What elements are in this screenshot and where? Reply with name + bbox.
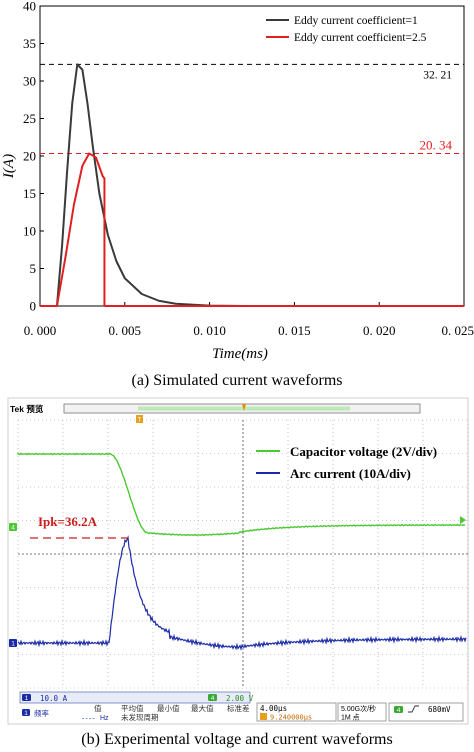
x-axis-label: Time(ms) <box>212 346 268 362</box>
caption-a: (a) Simulated current waveforms <box>131 372 343 389</box>
stat-header-min: 最小值 <box>157 703 180 713</box>
trigger-marker-label: T <box>138 418 142 424</box>
ch1-meas-badge-icon <box>22 709 30 716</box>
stat-note: 未发现周期 <box>121 712 159 722</box>
scope-header: Tek 预览 <box>10 404 44 414</box>
y-tick-label: 5 <box>30 261 37 276</box>
ch4-marker-icon <box>9 523 17 531</box>
y-tick-label: 15 <box>23 186 36 201</box>
timebase: 4.00μs <box>260 704 287 713</box>
stat-header-value: 值 <box>94 703 102 713</box>
series-line-1 <box>40 63 464 307</box>
legend-label-series1: Eddy current coefficient=1 <box>294 15 418 27</box>
reference-label: 32. 21 <box>423 69 452 81</box>
y-tick-label: 35 <box>23 36 36 51</box>
ch4-badge: 4 <box>211 695 215 702</box>
capacitor-voltage-trace <box>17 452 466 537</box>
timebase-box <box>256 702 337 722</box>
x-tick-label: 0. 015 <box>278 323 311 338</box>
status-bar: 1 10.0 A 4 2.00 V 1 频率 Hz 值 平均值 最小值 最大值 … <box>19 691 464 722</box>
ch1-badge-icon <box>22 694 31 701</box>
scope-legend: Capacitor voltage (2V/div) Arc current (… <box>256 444 437 481</box>
ch1-badge: 1 <box>25 695 29 702</box>
x-tick-label: 0. 025 <box>442 323 474 338</box>
legend-label-arc: Arc current (10A/div) <box>290 466 411 481</box>
y-tick-label: 0 <box>30 299 37 314</box>
stat-header-stddev: 标准差 <box>227 703 250 713</box>
x-tick-label: 0. 020 <box>363 323 396 338</box>
arc-current-trace <box>17 535 467 651</box>
ch4-marker-label: 4 <box>11 525 15 532</box>
x-tick-label: 0. 005 <box>109 323 142 338</box>
stat-header-mean: 平均值 <box>121 703 144 713</box>
trigger-position: 9.240000μs <box>270 714 312 722</box>
trigger-position-icon <box>242 404 246 411</box>
simulated-current-chart: 0 5 10 15 20 25 30 35 40 0. 000 0. 005 0. 010 0. 01… <box>1 0 474 362</box>
trigger-pos-icon <box>260 713 267 720</box>
y-tick-label: 30 <box>23 74 36 89</box>
trigger-source-icon <box>394 706 403 713</box>
reference-label: 20. 34 <box>420 137 453 152</box>
peak-annotation: Ipk=36.2A <box>38 514 98 529</box>
trigger-source: 4 <box>397 707 401 714</box>
legend-label-capacitor: Capacitor voltage (2V/div) <box>290 444 437 459</box>
y-axis-label: I(A) <box>1 154 17 179</box>
scope-area <box>7 397 469 725</box>
ch4-right-arrow-icon <box>460 516 466 524</box>
legend-label-series2: Eddy current coefficient=2.5 <box>294 32 427 44</box>
x-tick-label: 0. 000 <box>24 323 57 338</box>
frequency-label: 频率 <box>34 708 49 718</box>
frequency-unit: Hz <box>100 715 109 722</box>
ch1-marker-icon <box>9 639 17 647</box>
stat-header-max: 最大值 <box>191 703 214 713</box>
y-tick-label: 20 <box>23 149 36 164</box>
y-tick-label: 40 <box>23 0 36 14</box>
acquisition-box <box>337 702 387 722</box>
channel-scale-bar <box>19 691 251 704</box>
y-tick-label: 25 <box>23 111 36 126</box>
x-tick-label: 0. 010 <box>193 323 226 338</box>
record-length: 1M 点 <box>341 714 360 722</box>
rising-edge-icon <box>408 705 419 713</box>
ch4-scale: 2.00 V <box>226 694 254 703</box>
trigger-level: 680mV <box>428 705 451 714</box>
ch4-badge-icon <box>208 694 217 701</box>
ch1-meas-badge: 1 <box>24 710 28 717</box>
trigger-box <box>388 702 464 722</box>
legend: Eddy current coefficient=1 Eddy current … <box>266 15 427 44</box>
trigger-marker-icon <box>136 415 143 423</box>
ch1-scale: 10.0 A <box>40 694 68 703</box>
ch1-marker-label: 1 <box>11 641 15 648</box>
caption-b: (b) Experimental voltage and current wav… <box>81 731 393 748</box>
y-tick-label: 10 <box>23 224 36 239</box>
sample-rate: 5.00G次/秒 <box>341 704 376 713</box>
series-line-2 <box>40 152 464 307</box>
